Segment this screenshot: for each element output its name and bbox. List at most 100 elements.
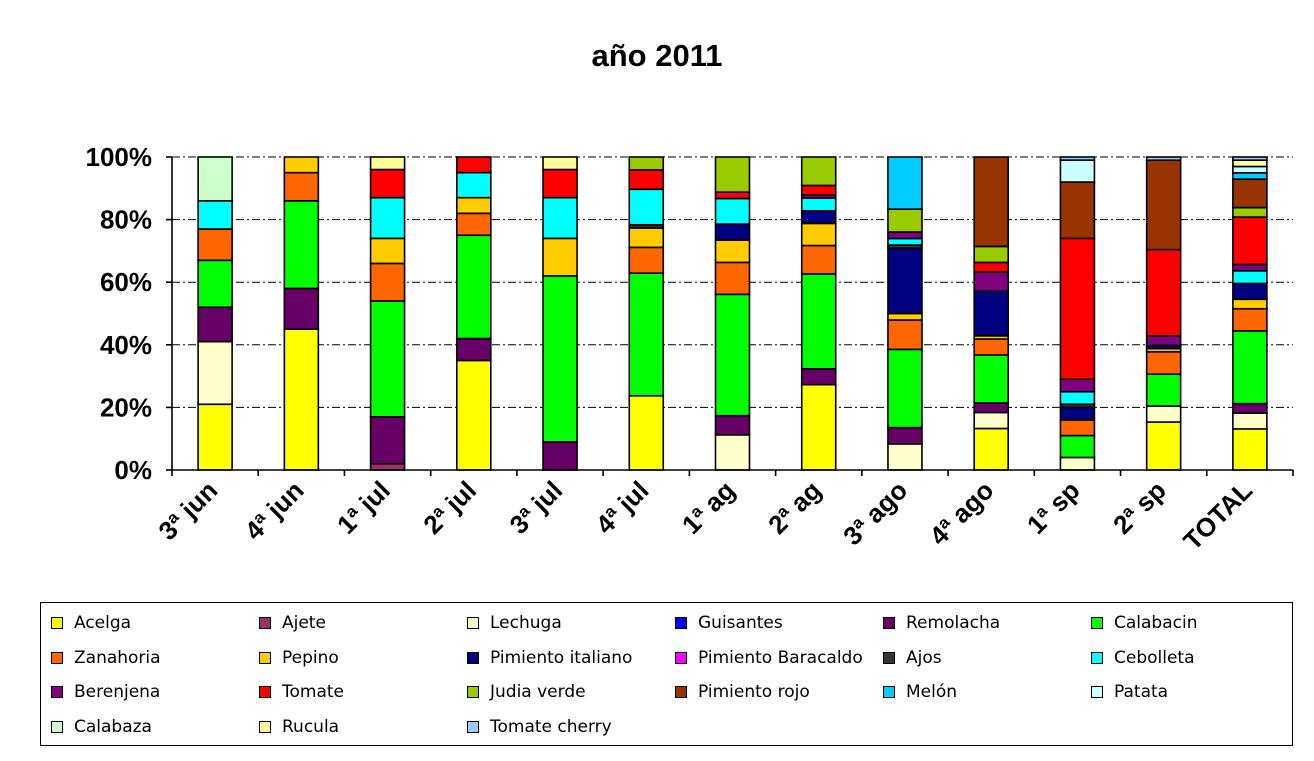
x-tick-label: 4ª jun [239, 475, 310, 546]
bar-segment [973, 156, 1009, 248]
x-tick-label: 3ª ago [837, 475, 913, 551]
legend-label: Calabaza [74, 716, 152, 737]
legend-label: Cebolleta [1114, 647, 1195, 668]
bar-segment [197, 228, 233, 262]
legend-label: Zanahoria [74, 647, 161, 668]
legend-label: Remolacha [906, 613, 1001, 633]
y-tick-label: 100% [86, 142, 153, 172]
x-tick-label: 3ª jun [152, 475, 223, 546]
legend-item: Melón [883, 682, 957, 702]
bar-segment [1232, 165, 1268, 174]
bar-segment [1232, 412, 1268, 430]
bar-segment [369, 168, 406, 199]
bar-segment [1145, 405, 1182, 423]
bar-segment [456, 156, 492, 174]
bar-segment [369, 156, 406, 171]
y-tick-label: 60% [100, 267, 152, 297]
bar-segment [1232, 172, 1268, 180]
legend-item: Rucula [259, 717, 339, 737]
legend-swatch [51, 651, 63, 664]
bar-segment [887, 426, 923, 445]
bar-segment [1232, 178, 1268, 209]
bar-segment [800, 244, 837, 275]
bar-segment [714, 293, 751, 417]
legend-swatch [1091, 651, 1103, 664]
bar-segment [1145, 335, 1182, 347]
bar-segment [800, 184, 837, 196]
legend-swatch [675, 686, 687, 698]
bar-segment [628, 227, 665, 249]
stacked-bar-chart: 0% 20% 40% 60% 80% 100% 3ª jun 4ª jun 1ª jul 2ª … [86, 142, 1294, 556]
bar-segment [973, 427, 1009, 471]
bar-segment [456, 212, 492, 237]
legend-item: Pepino [259, 648, 339, 668]
bar-segment [1232, 270, 1268, 285]
legend-label: Lechuga [490, 613, 562, 633]
legend-swatch [51, 720, 63, 733]
bar-segment [369, 196, 406, 240]
bar-segment [1059, 156, 1096, 161]
bar-segment [369, 415, 406, 465]
legend-swatch [467, 651, 479, 664]
bar-segment [197, 200, 233, 230]
x-tick-label: 4ª jul [590, 475, 655, 540]
bar-segment [714, 191, 751, 200]
legend-swatch [259, 720, 271, 733]
bar-segment [1232, 206, 1268, 218]
legend-swatch [1091, 617, 1103, 629]
bar-segment [887, 208, 923, 233]
bar-segment [542, 168, 578, 199]
legend-swatch [467, 686, 479, 698]
bar-segment [1232, 307, 1268, 332]
bar-segment [1059, 237, 1096, 381]
bar-segment [283, 200, 320, 290]
bar-segment [369, 262, 406, 302]
bar-segment [714, 156, 751, 193]
bar-segment [714, 239, 751, 264]
y-tick-label: 40% [100, 330, 152, 360]
legend-item: Cebolleta [1091, 648, 1195, 668]
bar-segment [887, 247, 923, 315]
x-tick-label: 1ª jul [331, 475, 396, 540]
bar-segment [456, 234, 492, 340]
bar-segment [800, 273, 837, 370]
bar-segment [542, 237, 578, 277]
legend-swatch [467, 720, 479, 733]
bar-segment [1232, 402, 1268, 414]
bar-segment [628, 394, 665, 471]
bar-segment [1232, 298, 1268, 310]
legend-swatch [675, 651, 687, 664]
legend-swatch [1091, 686, 1103, 698]
bar-segment [714, 261, 751, 296]
bar-segment [800, 156, 837, 187]
bar-segment [1145, 248, 1182, 337]
legend-item: Tomate cherry [467, 717, 612, 737]
axes [166, 156, 1294, 476]
bar-segment [628, 156, 665, 171]
legend-swatch [883, 686, 895, 698]
legend-label: Patata [1114, 682, 1169, 702]
bar-segment [1232, 216, 1268, 266]
bar-segment [714, 434, 751, 471]
bar-segment [456, 171, 492, 199]
legend-item: Remolacha [883, 613, 1000, 633]
bar-segment [283, 287, 320, 330]
legend-swatch [883, 617, 895, 629]
bar-segment [197, 403, 233, 471]
bar-segment [973, 271, 1009, 292]
bar-segment [628, 188, 665, 226]
legend-label: Ajos [906, 647, 942, 668]
bar-segment [456, 359, 492, 471]
legend-label: Judia verde [490, 682, 586, 702]
bar-segment [887, 312, 923, 321]
bar-segment [1232, 263, 1268, 272]
bar-segment [542, 275, 578, 443]
bar-segment [1232, 428, 1268, 471]
x-tick-label: 2ª jul [417, 475, 482, 540]
bar-segment [628, 169, 665, 191]
legend-label: Guisantes [698, 613, 783, 633]
legend-label: Rucula [282, 716, 340, 737]
x-tick-label: 1ª sp [1021, 475, 1086, 540]
x-tick-label: 3ª jul [503, 475, 568, 540]
legend-label: Berenjena [74, 682, 161, 702]
